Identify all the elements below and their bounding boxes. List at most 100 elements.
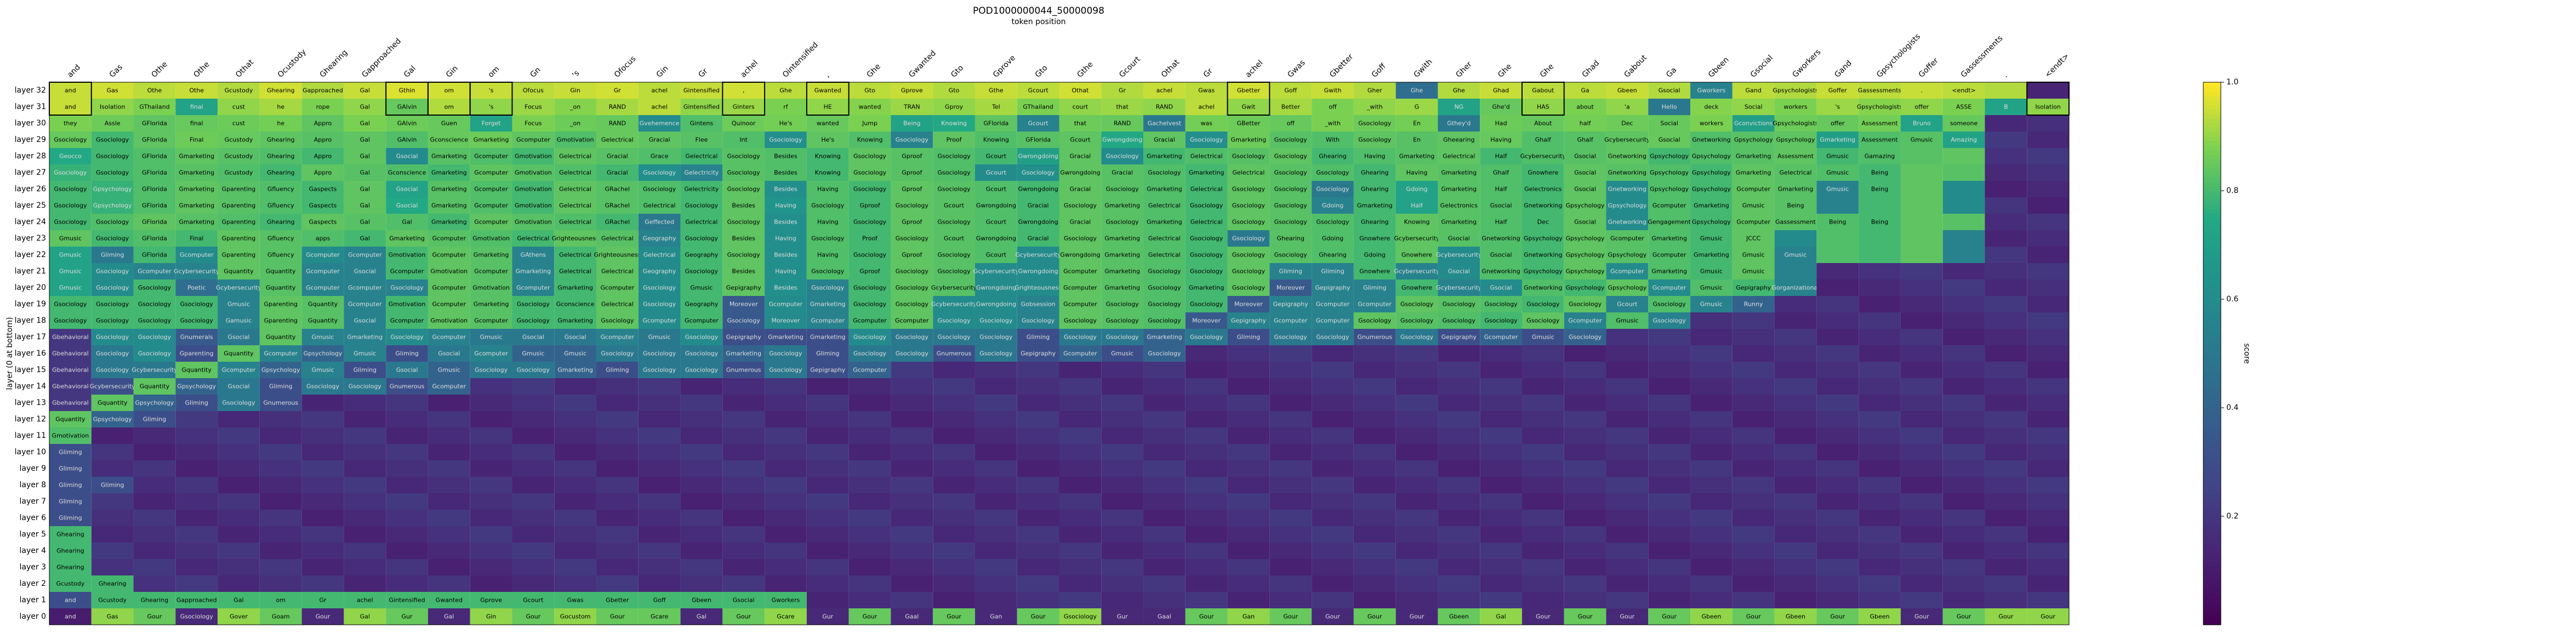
- cell-label: Gmotivation: [515, 186, 552, 193]
- heatmap-cell: [680, 280, 723, 296]
- cell-label: Gpsychologists: [1773, 120, 1818, 127]
- heatmap-cell: [301, 411, 344, 427]
- heatmap-cell: [133, 148, 176, 164]
- heatmap-cell: [1816, 444, 1859, 460]
- cell-label: Ginters: [733, 104, 755, 111]
- heatmap-cell: [344, 526, 386, 543]
- cell-label: Gour: [947, 613, 961, 620]
- cell-label: Gcomputer: [1274, 317, 1308, 324]
- x-tick-label: Gcourt: [1118, 55, 1142, 79]
- cell-label: Being: [1829, 219, 1846, 226]
- heatmap-cell: [2027, 378, 2069, 395]
- cell-label: Gfluency: [267, 252, 294, 259]
- cell-label: Goff: [1284, 87, 1297, 94]
- cell-label: Gour: [1199, 613, 1214, 620]
- heatmap-cell: [1648, 99, 1691, 115]
- cell-label: Gsociology: [180, 317, 214, 324]
- cell-label: Gquantity: [308, 301, 338, 308]
- heatmap-cell: [512, 132, 555, 148]
- x-tick-label: Gbetter: [1328, 52, 1355, 79]
- cell-label: Gparenting: [264, 317, 298, 324]
- heatmap-cell: [428, 296, 470, 312]
- cell-label: Gsociology: [390, 334, 424, 341]
- heatmap-cell: [1564, 345, 1606, 362]
- colorbar-segment: [2203, 380, 2221, 386]
- heatmap-cell: [554, 181, 597, 197]
- heatmap-cell: [1648, 263, 1691, 280]
- heatmap-cell: [386, 411, 428, 427]
- heatmap-cell: [1816, 378, 1859, 395]
- heatmap-cell: [1859, 362, 1901, 378]
- cell-label: Gepigraphy: [726, 334, 762, 341]
- heatmap-cell: [344, 197, 386, 214]
- colorbar-segment: [2203, 204, 2221, 209]
- heatmap-cell: [1985, 395, 2027, 411]
- cell-label: Ghearing: [267, 153, 295, 160]
- heatmap-cell: [1101, 592, 1144, 608]
- heatmap-cell: [933, 230, 975, 247]
- heatmap-cell: [1521, 510, 1564, 526]
- heatmap-cell: [1732, 444, 1775, 460]
- heatmap-cell: [848, 378, 891, 395]
- heatmap-cell: [301, 444, 344, 460]
- heatmap-cell: [1606, 263, 1649, 280]
- cell-label: Gsocial: [396, 153, 418, 160]
- heatmap-cell: [722, 444, 765, 460]
- cell-label: Gmusic: [564, 350, 586, 357]
- heatmap-cell: [765, 543, 807, 559]
- heatmap-cell: [1564, 197, 1606, 214]
- heatmap-cell: [1059, 493, 1102, 510]
- heatmap-cell: [1312, 247, 1354, 263]
- heatmap-cell: [806, 247, 849, 263]
- cell-label: Isolation: [100, 104, 126, 111]
- cell-label: Gmusic: [1784, 252, 1806, 259]
- x-tick-label: Gwith: [1412, 58, 1434, 79]
- cell-label: Gsociology: [1316, 219, 1349, 226]
- heatmap-cell: [806, 197, 849, 214]
- colorbar-segment: [2203, 317, 2221, 322]
- colorbar-segment: [2203, 557, 2221, 562]
- cell-label: Gwas: [1198, 87, 1215, 94]
- cell-label: Gsociology: [1064, 235, 1097, 242]
- cell-label: 's: [489, 104, 494, 111]
- heatmap-cell: [259, 280, 302, 296]
- heatmap-cell: [1353, 559, 1396, 575]
- cell-label: Gprove: [480, 597, 502, 604]
- cell-label: Gracial: [1070, 219, 1091, 226]
- y-tick-label: layer 6: [20, 514, 47, 522]
- cell-label: Gmarketing: [431, 153, 467, 160]
- heatmap-cell: [1353, 99, 1396, 115]
- heatmap-cell: [1606, 592, 1649, 608]
- cell-label: Gsociology: [96, 219, 129, 226]
- heatmap-cell: [259, 197, 302, 214]
- cell-label: Knowing: [983, 136, 1009, 144]
- heatmap-cell: [1438, 345, 1480, 362]
- cell-label: Gquantity: [308, 317, 338, 324]
- cell-label: Ghearing: [141, 597, 169, 604]
- colorbar-segment: [2203, 209, 2221, 214]
- cell-label: Ghearing: [56, 548, 84, 555]
- heatmap-cell: [848, 575, 891, 592]
- cell-label: Gcomputer: [601, 284, 635, 292]
- heatmap-cell: [133, 99, 176, 115]
- heatmap-cell: [1942, 280, 1985, 296]
- heatmap-cell: [596, 115, 639, 132]
- cell-label: Gnowhere: [1401, 252, 1432, 259]
- cell-label: Gcomputer: [601, 334, 635, 341]
- heatmap-cell: [1017, 395, 1059, 411]
- heatmap-cell: [1185, 444, 1228, 460]
- heatmap-cell: [344, 214, 386, 230]
- heatmap-cell: [596, 575, 639, 592]
- cell-label: Gal: [360, 202, 370, 209]
- cell-label: Gelectronics: [1524, 186, 1562, 193]
- heatmap-cell: [2027, 543, 2069, 559]
- heatmap-cell: [301, 132, 344, 148]
- heatmap-cell: [1900, 427, 1943, 444]
- colorbar-segment: [2203, 566, 2221, 571]
- colorbar-segment: [2203, 191, 2221, 196]
- cell-label: he: [277, 104, 284, 111]
- cell-label: Gpsychology: [177, 383, 216, 390]
- heatmap-cell: [1438, 99, 1480, 115]
- heatmap-cell: [428, 181, 470, 197]
- heatmap-cell: [974, 214, 1017, 230]
